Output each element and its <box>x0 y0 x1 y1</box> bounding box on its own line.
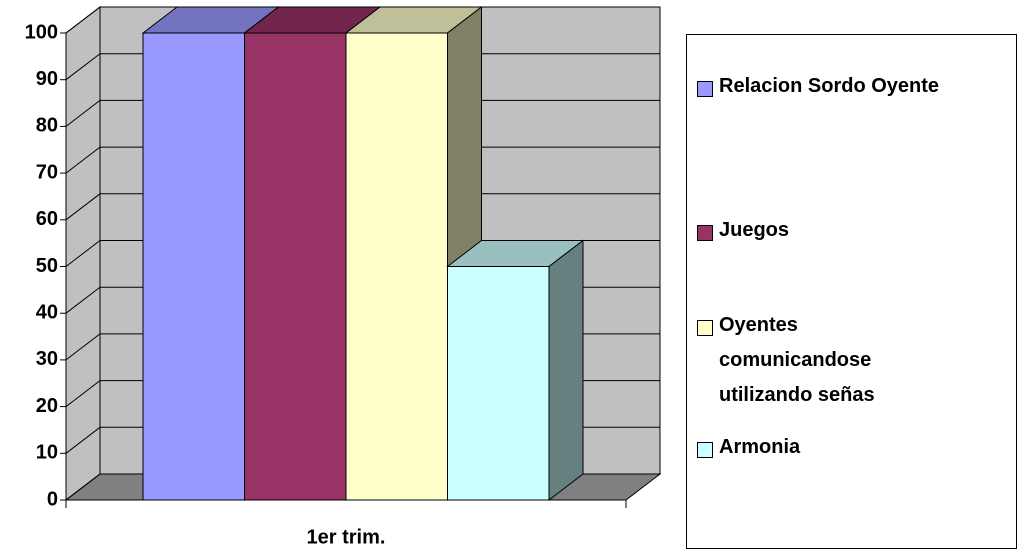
y-tick-label: 90 <box>36 68 58 90</box>
legend: Relacion Sordo Oyente Juegos Oyentes comun… <box>686 34 1017 549</box>
legend-swatch <box>697 320 713 336</box>
y-tick-label: 30 <box>36 348 58 370</box>
legend-swatch <box>697 81 713 97</box>
y-tick-label: 10 <box>36 442 58 464</box>
legend-swatch <box>697 442 713 458</box>
y-tick-label: 20 <box>36 395 58 417</box>
legend-label: Oyentes comunicandose utilizando señas <box>719 314 875 406</box>
legend-label: Juegos <box>719 219 790 241</box>
bar-front <box>447 266 550 501</box>
y-tick-label: 100 <box>25 21 58 43</box>
y-tick-label: 40 <box>36 301 58 323</box>
legend-item: Juegos <box>697 219 1019 248</box>
x-tick-label: 1er trim. <box>307 526 386 548</box>
y-tick-label: 50 <box>36 255 58 277</box>
legend-item: Armonia <box>697 436 1019 465</box>
bar-front <box>142 32 245 501</box>
legend-item: Relacion Sordo Oyente <box>697 75 1019 104</box>
bar-front <box>345 32 448 501</box>
bar-front <box>244 32 347 501</box>
legend-swatch <box>697 225 713 241</box>
y-tick-label: 70 <box>36 161 58 183</box>
chart: 0 10 20 30 40 50 60 70 80 90 100 1er trim. <box>25 5 662 548</box>
legend-label: Armonia <box>719 436 801 458</box>
y-tick-label: 80 <box>36 115 58 137</box>
y-tick-label: 0 <box>47 488 58 510</box>
y-tick-label: 60 <box>36 208 58 230</box>
legend-item: Oyentes comunicandose utilizando señas <box>697 314 919 413</box>
legend-label: Relacion Sordo Oyente <box>719 75 940 97</box>
bar-side <box>548 239 584 502</box>
